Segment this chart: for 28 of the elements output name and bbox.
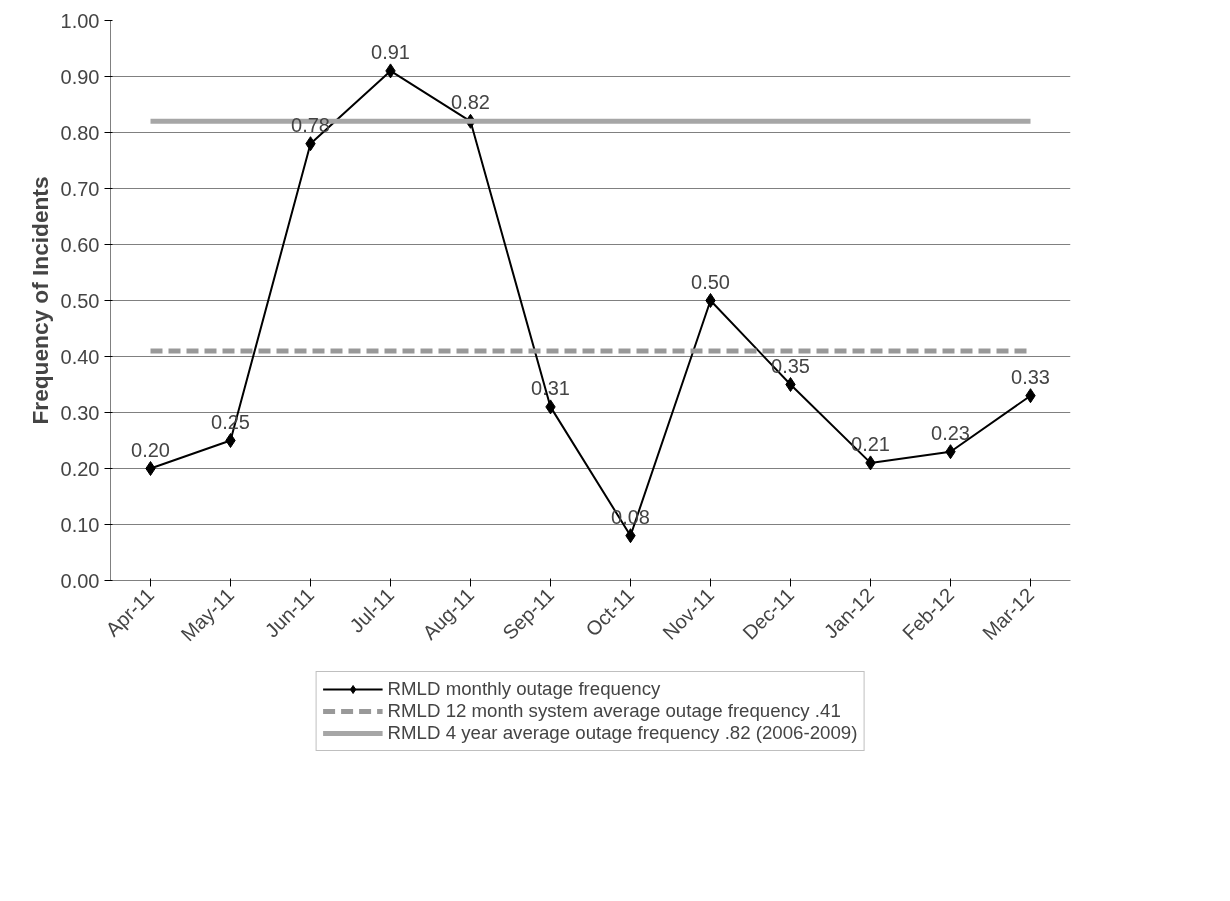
data-label: 0.91 <box>371 40 410 63</box>
point <box>705 293 716 308</box>
y-tick-label: 1.00 <box>60 9 100 32</box>
y-tick-label: 0.70 <box>60 177 100 200</box>
data-label: 0.23 <box>931 421 970 444</box>
legend-label: RMLD 4 year average outage frequency .82 (2006-2009) <box>387 722 858 744</box>
data-label: 0.33 <box>1011 365 1050 388</box>
point <box>145 461 156 476</box>
y-axis-title: Frequency of Incidents <box>26 176 53 425</box>
data-label: 0.82 <box>451 91 490 114</box>
legend-label: RMLD 12 month system average outage frequency .41 <box>387 700 841 722</box>
data-label: 0.21 <box>851 432 890 455</box>
y-tick-label: 0.30 <box>60 401 100 424</box>
data-label: 0.35 <box>771 354 810 377</box>
y-tick-label: 0.10 <box>60 513 100 536</box>
y-tick-label: 0.20 <box>60 457 100 480</box>
y-tick-label: 0.80 <box>60 121 100 144</box>
data-label: 0.20 <box>131 438 170 461</box>
point <box>225 433 236 448</box>
y-tick-label: 0.50 <box>60 289 100 312</box>
y-tick-label: 0.90 <box>60 65 100 88</box>
data-label: 0.50 <box>691 270 730 293</box>
point <box>785 377 796 392</box>
y-tick-label: 0.00 <box>60 569 100 592</box>
y-tick-label: 0.40 <box>60 345 100 368</box>
y-tick-label: 0.60 <box>60 233 100 256</box>
legend-label: RMLD monthly outage frequency <box>387 678 661 700</box>
data-label: 0.78 <box>291 113 330 136</box>
